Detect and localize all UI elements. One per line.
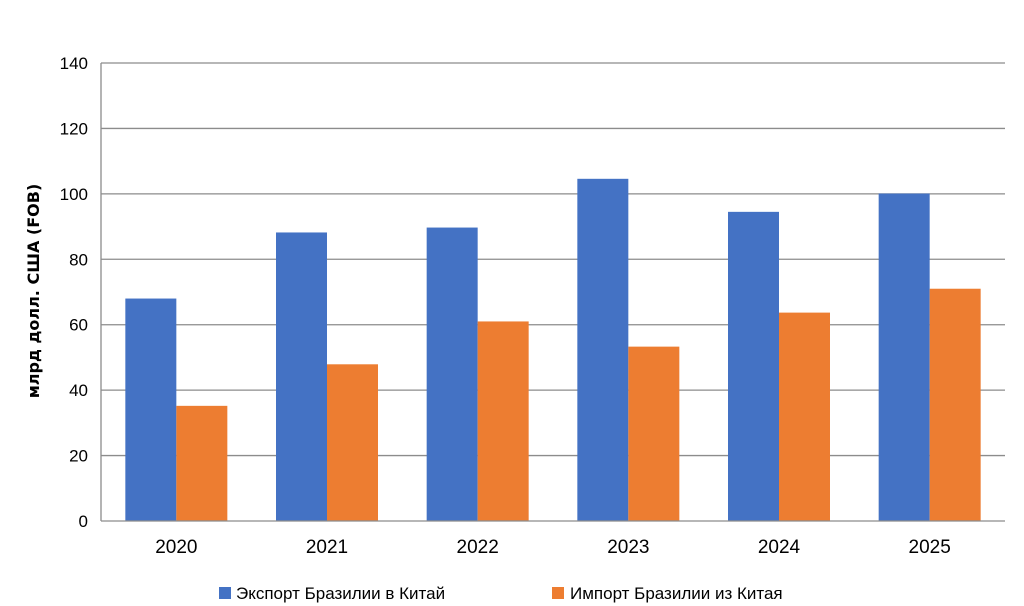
y-tick-label: 100 — [60, 185, 88, 204]
legend-label-import: Импорт Бразилии из Китая — [570, 584, 783, 603]
legend-label-export: Экспорт Бразилии в Китай — [236, 584, 445, 603]
x-tick-label: 2024 — [758, 537, 801, 558]
bar-import-2025 — [929, 288, 981, 521]
legend: Экспорт Бразилии в Китай Импорт Бразилии … — [219, 584, 783, 603]
y-tick-label: 0 — [79, 512, 88, 531]
axes — [100, 63, 1005, 522]
bar-export-2020 — [125, 298, 177, 521]
bar-export-2023 — [577, 178, 629, 521]
x-tick-label: 2025 — [909, 537, 951, 558]
y-tick-label: 140 — [60, 54, 88, 73]
x-tick-label: 2022 — [457, 537, 499, 558]
bar-import-2020 — [176, 405, 228, 521]
y-axis-label: млрд долл. США (FOB) — [24, 184, 43, 399]
bar-import-2024 — [779, 312, 830, 521]
bar-export-2024 — [728, 211, 779, 521]
bars — [125, 178, 981, 521]
y-tick-label: 40 — [69, 381, 88, 400]
y-axis-ticks: 0 20 40 60 80 100 120 140 — [60, 54, 88, 531]
bar-export-2022 — [426, 227, 478, 521]
x-tick-label: 2020 — [155, 537, 197, 558]
y-tick-label: 120 — [60, 119, 88, 138]
x-axis-ticks: 2020 2021 2022 2023 2024 2025 — [155, 537, 951, 558]
bar-import-2022 — [477, 321, 529, 521]
x-tick-label: 2021 — [306, 537, 348, 558]
bar-export-2021 — [276, 232, 327, 521]
bar-import-2023 — [628, 346, 680, 521]
y-tick-label: 60 — [69, 316, 88, 335]
x-tick-label: 2023 — [607, 537, 649, 558]
legend-swatch-export — [219, 587, 231, 599]
bar-export-2025 — [878, 193, 930, 521]
bar-import-2021 — [327, 364, 378, 521]
y-tick-label: 80 — [69, 250, 88, 269]
y-tick-label: 20 — [69, 447, 88, 466]
gridlines — [101, 62, 1005, 457]
legend-swatch-import — [552, 587, 564, 599]
